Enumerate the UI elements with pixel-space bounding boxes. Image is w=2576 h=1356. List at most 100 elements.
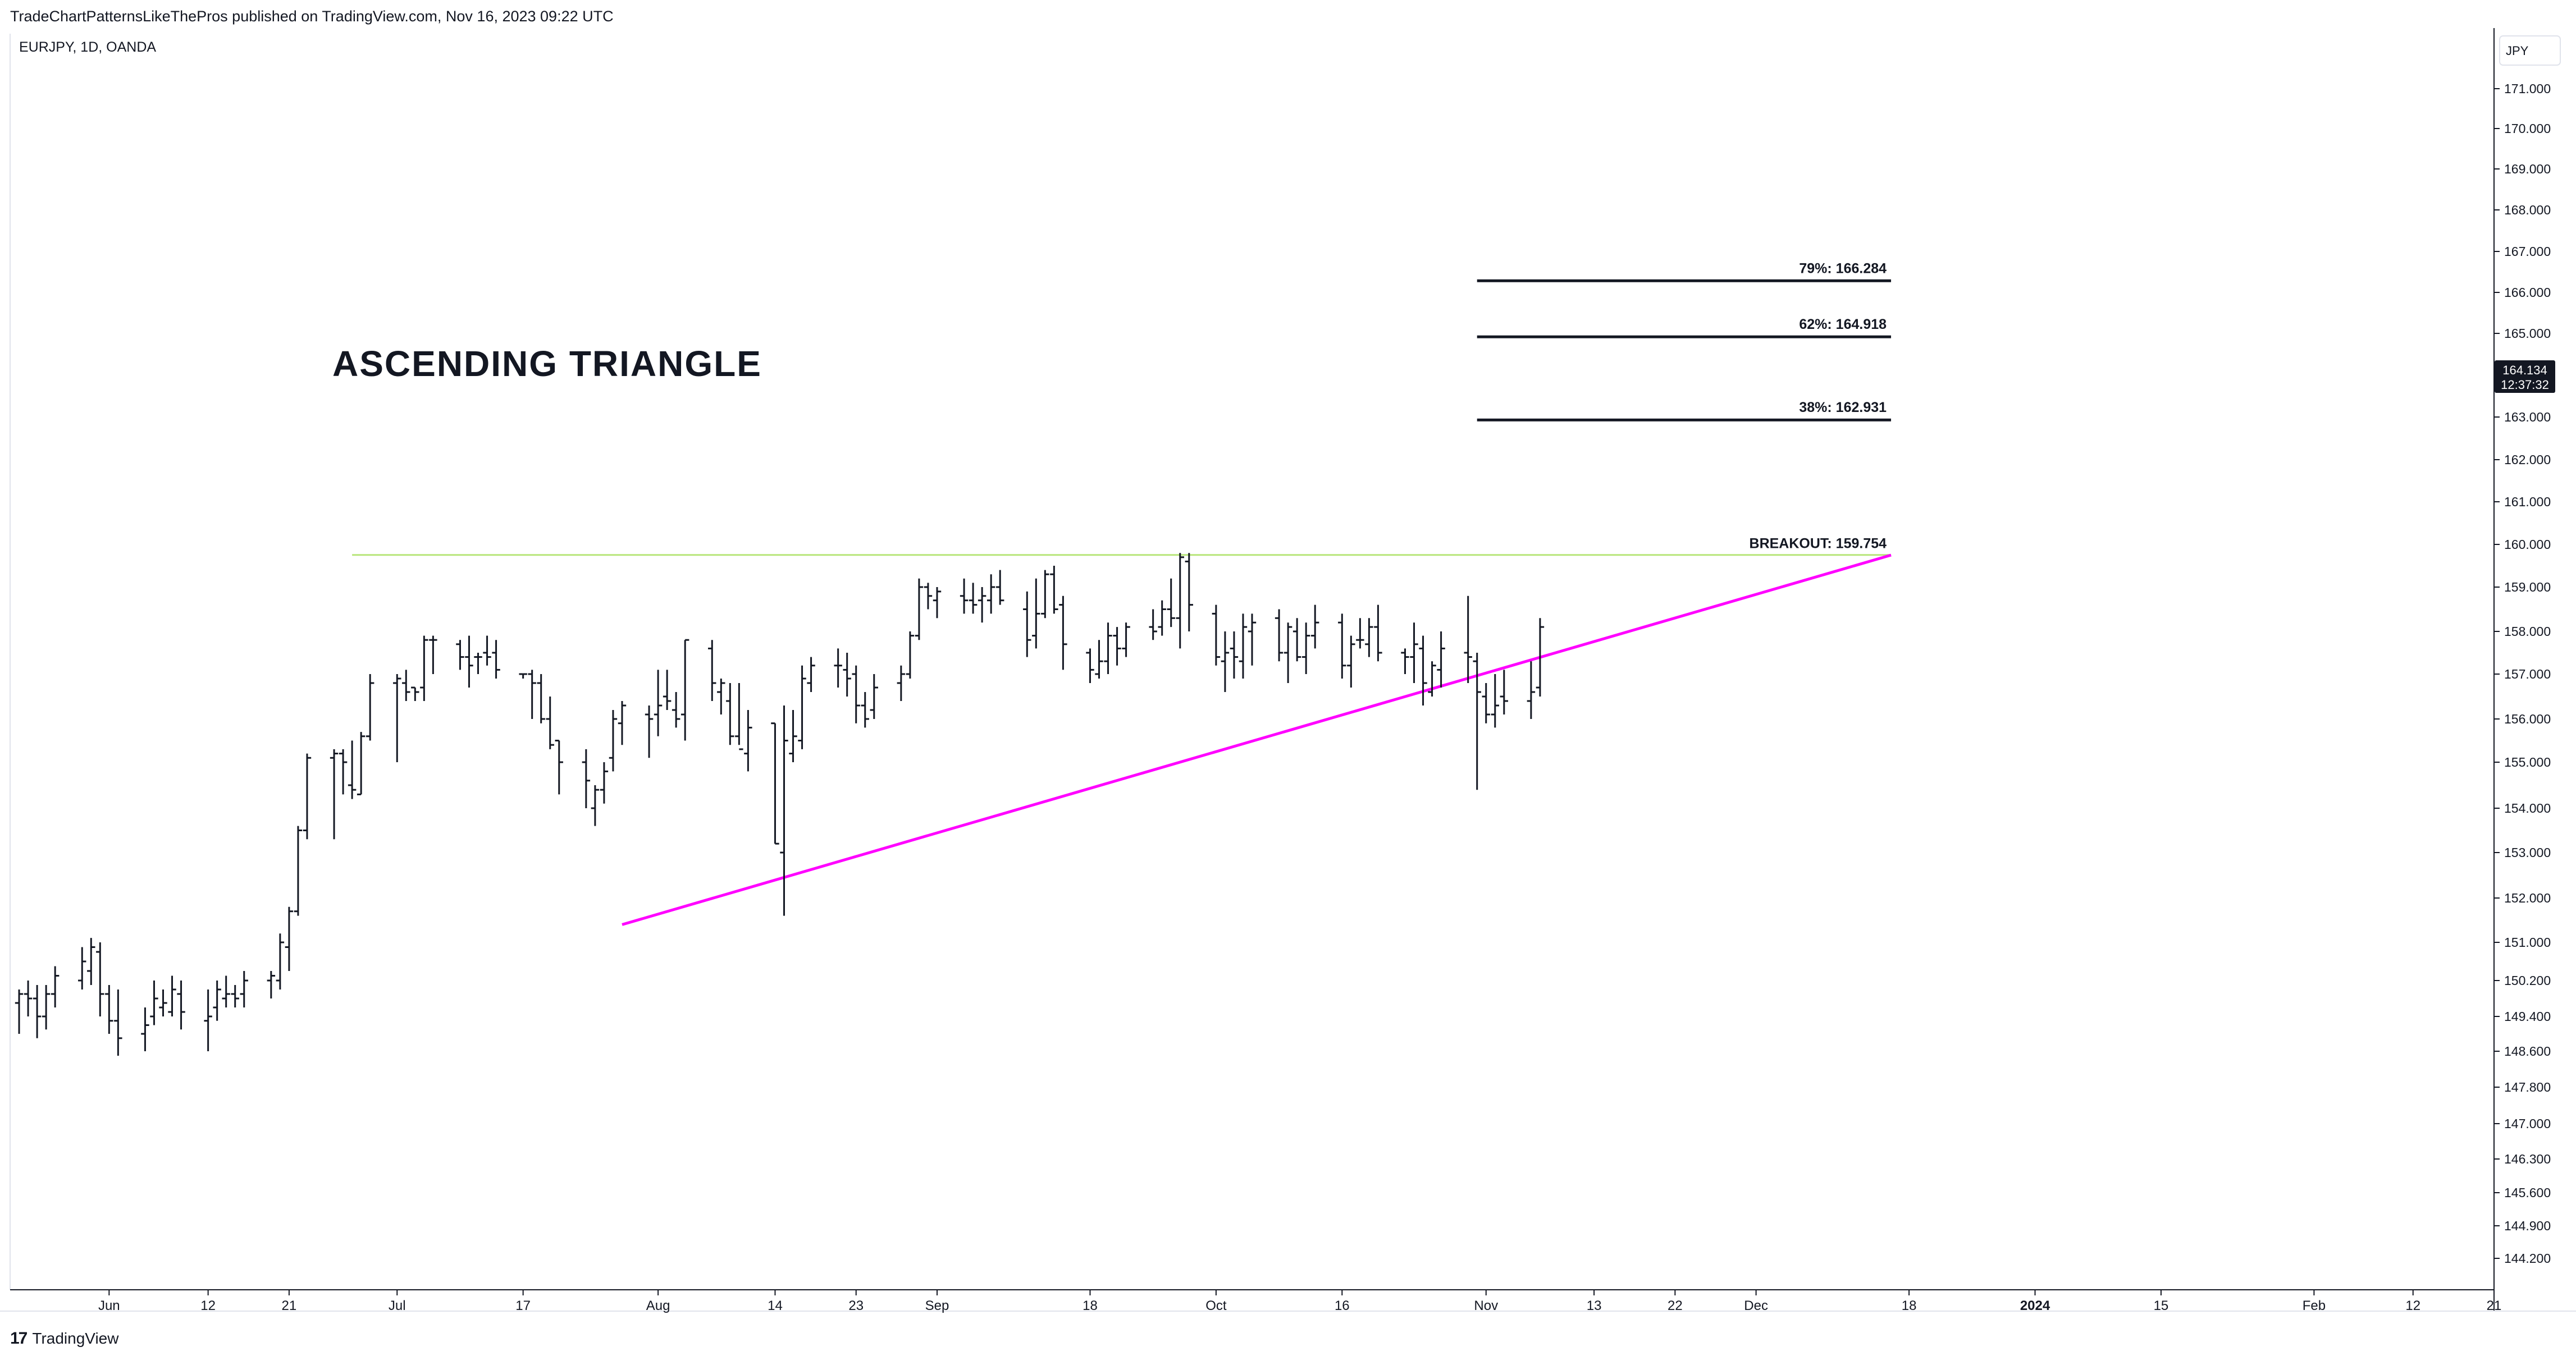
- ohlc-bar: [1050, 566, 1058, 614]
- y-tick-label: 144.900: [2504, 1218, 2551, 1233]
- ohlc-bar: [51, 966, 60, 1007]
- y-tick-label: 157.000: [2504, 667, 2551, 681]
- ohlc-bar: [1122, 622, 1130, 657]
- target-level-label: 79%: 166.284: [1799, 260, 1887, 276]
- y-tick-label: 171.000: [2504, 81, 2551, 96]
- ohlc-bar: [1284, 622, 1292, 683]
- ohlc-bar: [591, 785, 600, 826]
- ohlc-bar: [492, 640, 500, 679]
- x-tick-label: Feb: [2303, 1298, 2326, 1313]
- ohlc-bar: [204, 989, 212, 1051]
- x-tick-label: 22: [1668, 1298, 1683, 1313]
- currency-label: JPY: [2506, 44, 2529, 58]
- ohlc-bar: [1104, 622, 1112, 674]
- ohlc-bar: [744, 710, 752, 772]
- x-tick-label: 18: [1902, 1298, 1917, 1313]
- ohlc-bar: [15, 989, 24, 1034]
- ohlc-bar: [1437, 631, 1445, 688]
- ohlc-bar: [87, 938, 95, 985]
- y-tick-label: 166.000: [2504, 285, 2551, 300]
- x-tick-label: 21: [282, 1298, 297, 1313]
- ohlc-bar: [834, 648, 842, 688]
- x-tick-label: Jul: [389, 1298, 406, 1313]
- y-tick-label: 163.000: [2504, 410, 2551, 424]
- y-tick-label: 151.000: [2504, 935, 2551, 950]
- target-level-label: 38%: 162.931: [1799, 400, 1887, 415]
- x-tick-label: Aug: [646, 1298, 670, 1313]
- ohlc-bar: [1212, 604, 1221, 666]
- ohlc-bar: [456, 640, 464, 670]
- ohlc-bar: [798, 665, 806, 749]
- ohlc-bar: [1086, 648, 1094, 683]
- ohlc-bar: [1310, 604, 1319, 649]
- x-tick-label: 17: [515, 1298, 531, 1313]
- ohlc-bar: [1023, 591, 1031, 657]
- time-axis[interactable]: Jun 12 21 Jul 17 Aug 14 23 Sep 18 Oct 16 Nov 13 22 Dec 1…: [98, 1290, 2501, 1313]
- ohlc-bar: [411, 686, 419, 701]
- ohlc-bar: [1527, 661, 1536, 719]
- symbol-legend[interactable]: EURJPY, 1D, OANDA: [19, 39, 157, 55]
- ohlc-bar: [267, 971, 276, 998]
- y-tick-label: 168.000: [2504, 203, 2551, 217]
- x-tick-label: 12: [2405, 1298, 2420, 1313]
- ohlc-bar: [393, 674, 401, 762]
- price-axis[interactable]: 171.000 170.000 169.000 168.000 167.000 166.0…: [2494, 81, 2551, 1266]
- ohlc-bar: [1419, 635, 1427, 706]
- chart-frame: [0, 28, 2576, 1312]
- x-tick-label: 2024: [2020, 1298, 2050, 1313]
- ohlc-bar: [231, 985, 239, 1007]
- y-tick-label: 149.400: [2504, 1009, 2551, 1024]
- ohlc-bar: [960, 578, 969, 614]
- ohlc-bar: [663, 670, 672, 710]
- ohlc-bar: [546, 697, 554, 749]
- y-tick-label: 146.300: [2504, 1152, 2551, 1166]
- ohlc-bar: [600, 762, 609, 804]
- y-tick-label: 147.800: [2504, 1080, 2551, 1094]
- current-price-value: 164.134: [2502, 363, 2547, 377]
- bar-countdown: 12:37:32: [2501, 378, 2549, 392]
- ascending-trendline[interactable]: [622, 553, 1892, 926]
- y-tick-label: 165.000: [2504, 326, 2551, 341]
- ohlc-bar: [402, 670, 410, 701]
- ohlc-bar: [1374, 604, 1382, 662]
- y-tick-label: 145.600: [2504, 1185, 2551, 1200]
- ohlc-bar: [582, 749, 591, 808]
- ohlc-bar: [483, 635, 491, 666]
- ohlc-bar: [1113, 627, 1121, 666]
- ohlc-bar: [726, 683, 734, 745]
- y-tick-label: 155.000: [2504, 755, 2551, 769]
- y-tick-label: 158.000: [2504, 624, 2551, 639]
- ohlc-bar: [78, 947, 86, 989]
- ohlc-bar: [285, 906, 294, 971]
- ohlc-bar: [1347, 635, 1355, 688]
- ohlc-bar: [429, 635, 437, 674]
- breakout-label: BREAKOUT: 159.754: [1750, 536, 1887, 552]
- ohlc-bar: [1410, 622, 1418, 683]
- ohlc-bar: [1095, 640, 1103, 679]
- footer-brand[interactable]: 17 TradingView: [10, 1329, 118, 1348]
- y-tick-label: 159.000: [2504, 580, 2551, 594]
- x-tick-label: Nov: [1474, 1298, 1498, 1313]
- ohlc-bar: [42, 985, 51, 1030]
- ohlc-bar: [609, 710, 618, 772]
- currency-selector[interactable]: JPY: [2499, 35, 2561, 66]
- ohlc-bar: [915, 578, 924, 640]
- ohlc-bar: [474, 653, 482, 674]
- currency-box-frame: [2499, 35, 2561, 66]
- ohlc-bar: [1428, 661, 1436, 697]
- ohlc-bar: [465, 635, 473, 688]
- ohlc-bar: [933, 587, 942, 619]
- ohlc-bar: [1185, 553, 1194, 631]
- ohlc-bar: [1230, 631, 1239, 679]
- ohlc-bar: [1248, 613, 1257, 666]
- ohlc-bar: [240, 971, 248, 1007]
- ohlc-bar: [366, 674, 374, 741]
- ohlc-bar: [906, 631, 915, 679]
- ohlc-bar: [357, 732, 366, 795]
- y-tick-label: 150.200: [2504, 973, 2551, 988]
- ohlc-bar: [537, 674, 545, 723]
- target-levels: 79%: 166.284 62%: 164.918 38%: 162.931: [1477, 260, 1892, 422]
- ohlc-bar: [1365, 618, 1373, 657]
- ohlc-bar: [303, 753, 312, 840]
